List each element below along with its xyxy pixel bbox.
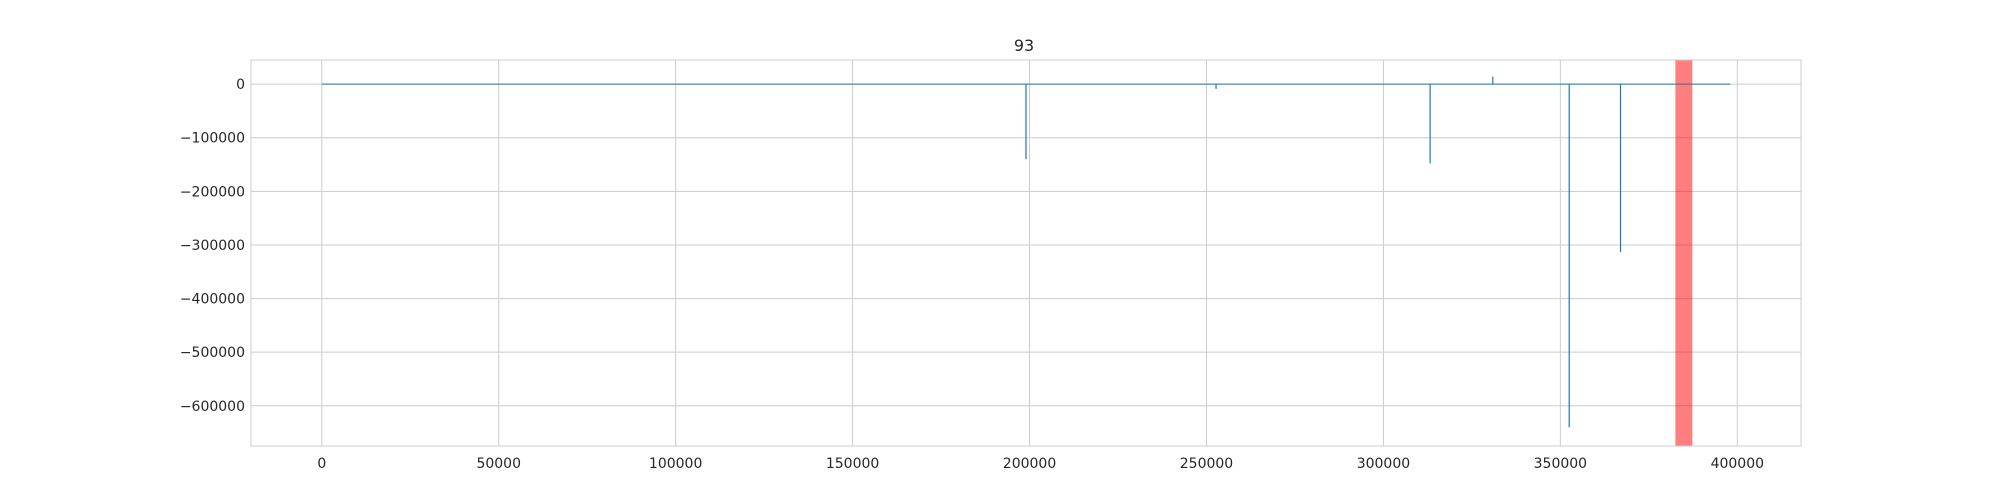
- y-tick-labels: 0 −100000 −200000 −300000 −400000 −500000 −600…: [180, 77, 245, 415]
- y-tick-label: −500000: [180, 345, 245, 361]
- x-tick-labels: 0 50000 100000 150000 200000 250000 300000 3500…: [317, 456, 1764, 472]
- y-tick-label: −300000: [180, 238, 245, 254]
- highlight-layer: [1675, 60, 1693, 446]
- y-tick-label: −100000: [180, 131, 245, 147]
- x-tick-label: 50000: [476, 456, 521, 472]
- x-tick-label: 300000: [1357, 456, 1410, 472]
- plot-frame: [250, 59, 1802, 447]
- y-tick-label: 0: [236, 77, 245, 93]
- x-tick-label: 100000: [649, 456, 702, 472]
- x-tick-label: 200000: [1003, 456, 1056, 472]
- y-tick-label: −600000: [180, 399, 245, 415]
- x-tick-label: 150000: [826, 456, 879, 472]
- x-tick-label: 250000: [1180, 456, 1233, 472]
- chart-title: 93: [1014, 36, 1034, 55]
- highlight-span: [1675, 60, 1693, 446]
- x-tick-label: 400000: [1711, 456, 1764, 472]
- x-tick-label: 0: [317, 456, 326, 472]
- series-layer: [321, 76, 1731, 428]
- y-tick-label: −400000: [180, 292, 245, 308]
- x-tick-label: 350000: [1534, 456, 1587, 472]
- y-tick-label: −200000: [180, 184, 245, 200]
